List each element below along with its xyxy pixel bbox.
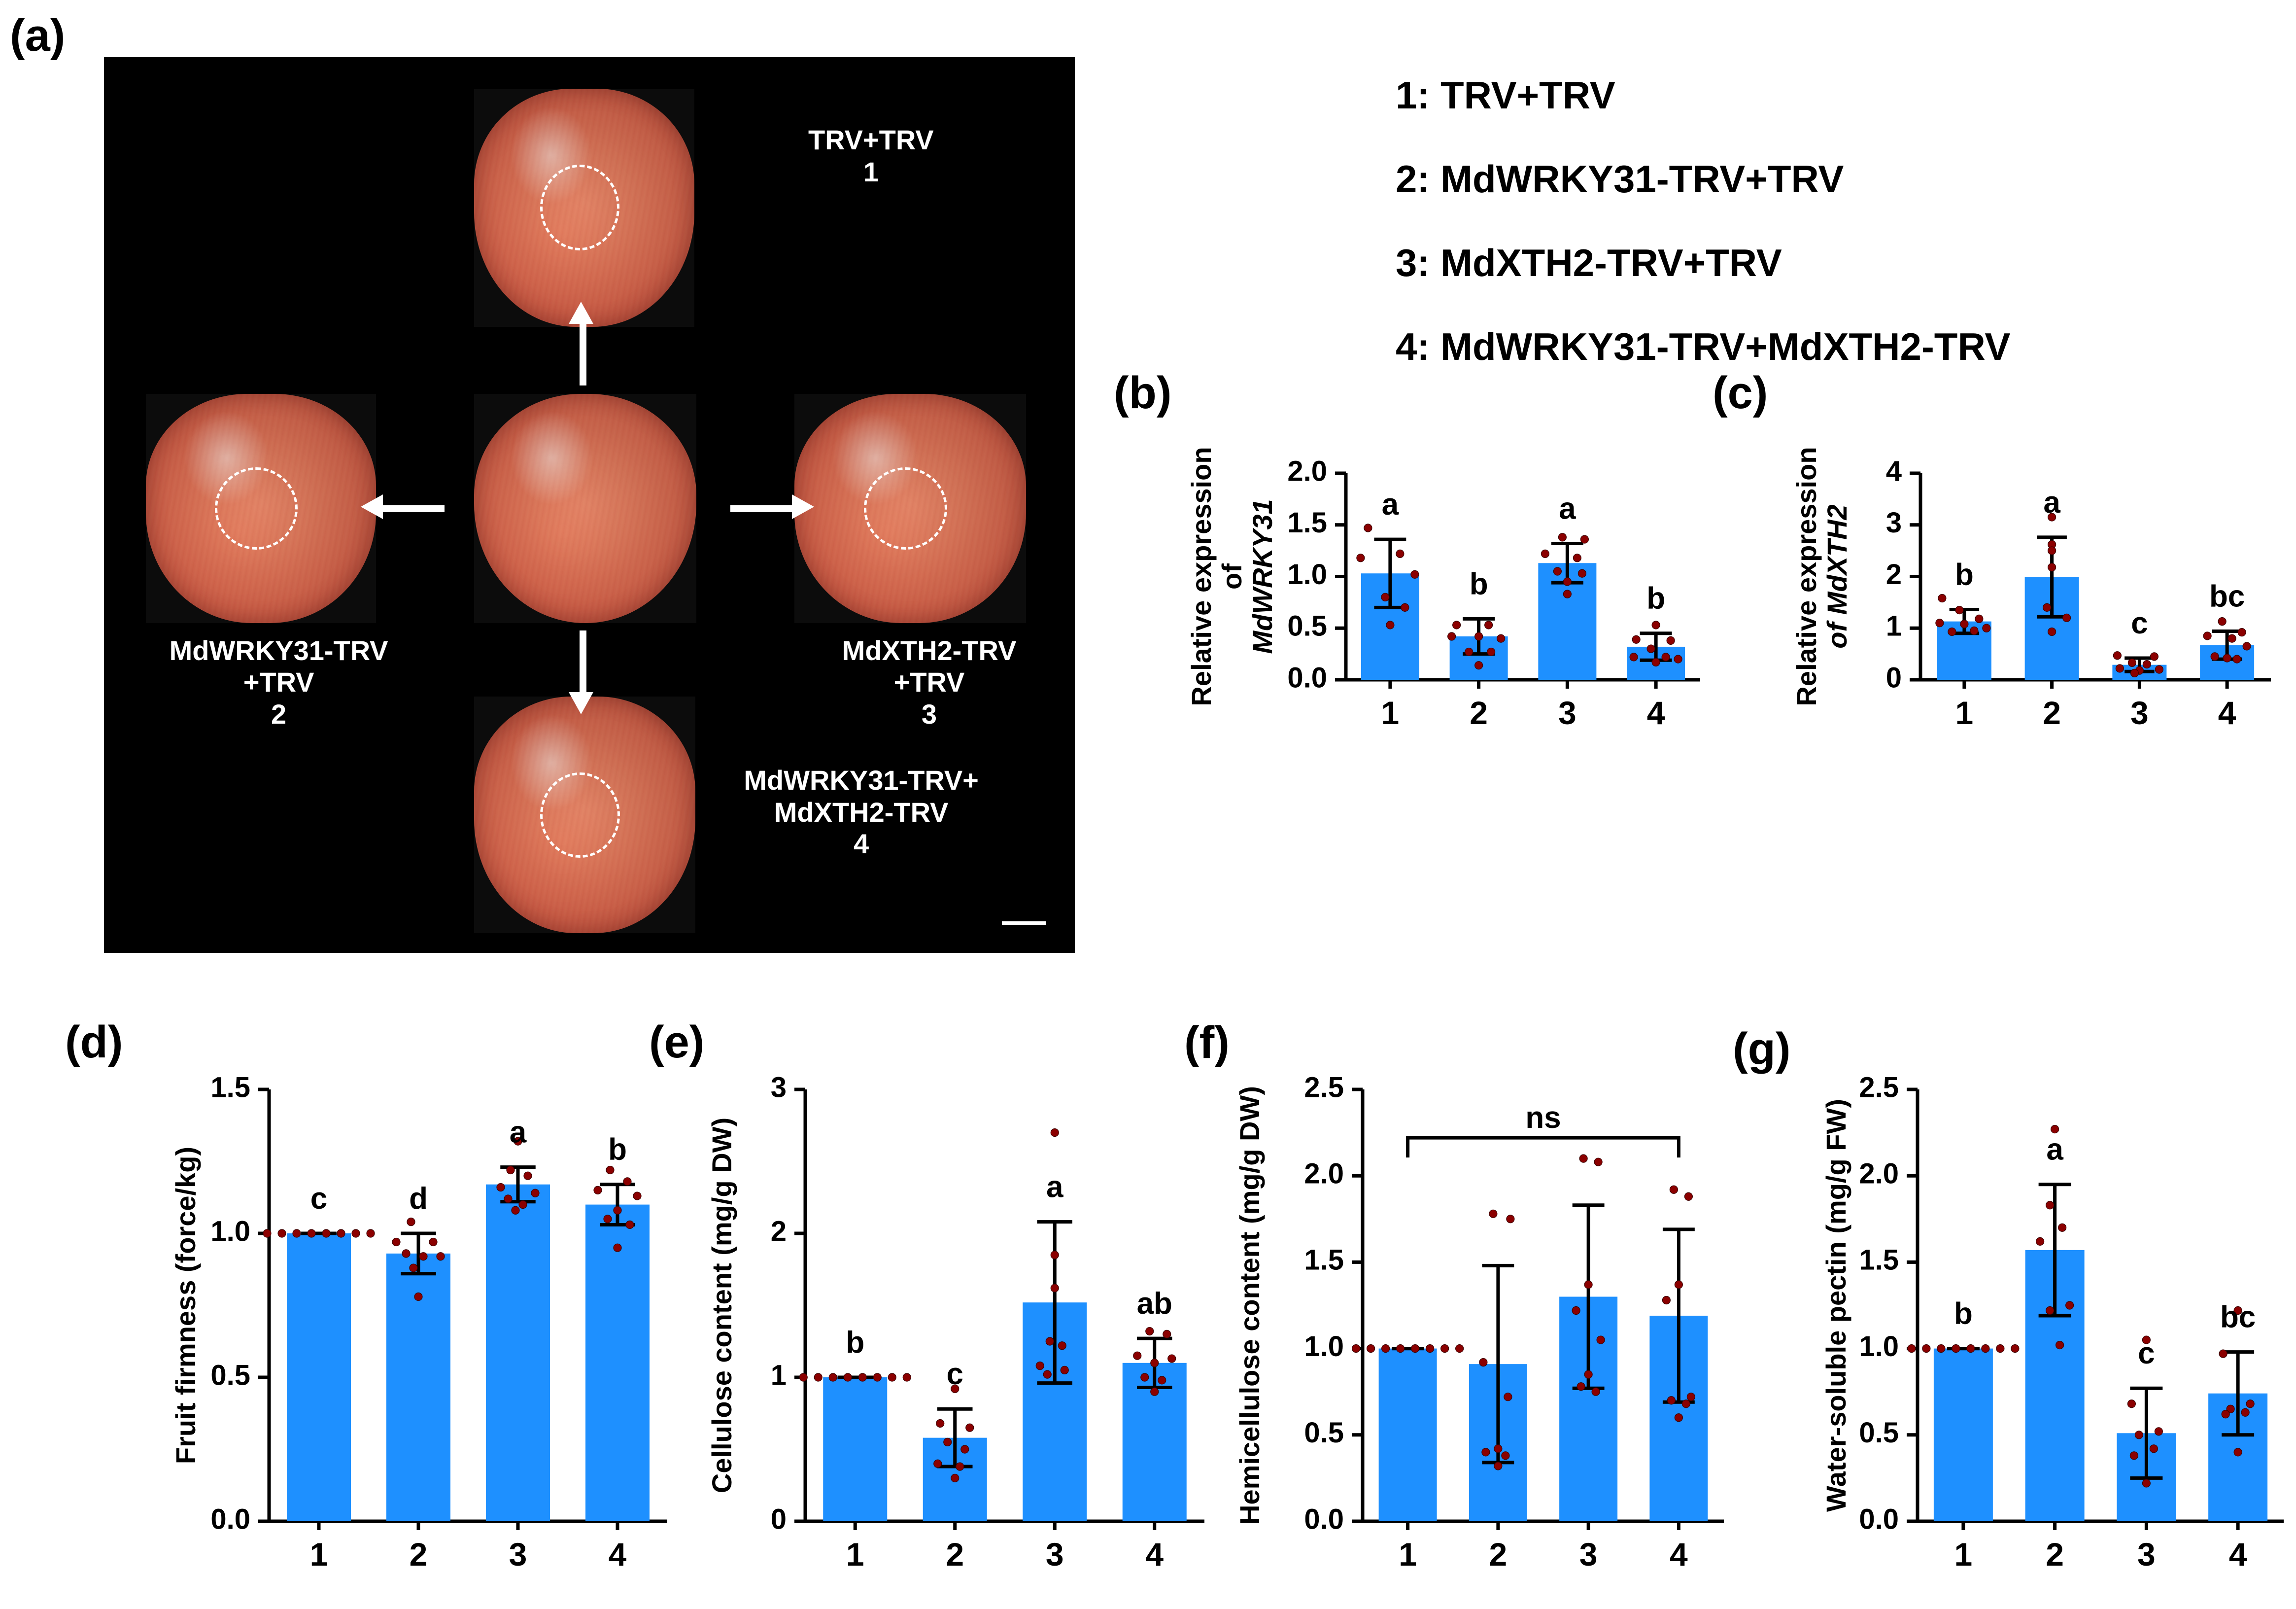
svg-text:a: a — [1382, 488, 1399, 522]
svg-text:2: 2 — [946, 1536, 964, 1573]
svg-text:4: 4 — [1647, 695, 1665, 731]
svg-text:a: a — [2043, 486, 2060, 520]
svg-text:4: 4 — [1670, 1536, 1688, 1573]
svg-text:3: 3 — [1579, 1536, 1598, 1573]
svg-text:2: 2 — [2043, 695, 2061, 731]
svg-text:1: 1 — [1399, 1536, 1417, 1573]
svg-text:c: c — [947, 1357, 963, 1391]
svg-text:3: 3 — [2130, 695, 2149, 731]
svg-text:a: a — [510, 1116, 527, 1150]
svg-text:3: 3 — [2137, 1536, 2156, 1573]
svg-text:c: c — [2131, 606, 2148, 640]
svg-text:2: 2 — [410, 1536, 428, 1573]
svg-text:b: b — [1470, 567, 1488, 601]
svg-text:1: 1 — [771, 1359, 787, 1391]
svg-text:of: of — [1216, 563, 1247, 590]
svg-text:2: 2 — [2046, 1536, 2064, 1573]
svg-text:1: 1 — [1954, 1536, 1973, 1573]
svg-text:0: 0 — [771, 1503, 787, 1535]
svg-text:1.0: 1.0 — [210, 1215, 250, 1247]
svg-text:Fruit firmness (force/kg): Fruit firmness (force/kg) — [170, 1147, 201, 1464]
svg-text:Hemicellulose content (mg/g DW: Hemicellulose content (mg/g DW) — [1234, 1086, 1265, 1525]
svg-text:1.5: 1.5 — [1859, 1244, 1899, 1276]
svg-text:bc: bc — [2220, 1300, 2256, 1334]
svg-text:MdWRKY31: MdWRKY31 — [1247, 499, 1278, 654]
svg-text:0.0: 0.0 — [1859, 1503, 1899, 1535]
svg-text:4: 4 — [2218, 695, 2236, 731]
svg-text:1: 1 — [1886, 610, 1902, 642]
svg-text:b: b — [1955, 558, 1974, 592]
svg-text:0.0: 0.0 — [1304, 1503, 1344, 1535]
svg-text:3: 3 — [771, 1071, 787, 1103]
svg-text:d: d — [409, 1182, 428, 1216]
svg-text:2: 2 — [1489, 1536, 1508, 1573]
svg-text:2: 2 — [1470, 695, 1488, 731]
svg-text:Water-soluble pectin (mg/g FW): Water-soluble pectin (mg/g FW) — [1820, 1099, 1851, 1512]
svg-text:3: 3 — [1558, 695, 1576, 731]
svg-text:2.0: 2.0 — [1859, 1158, 1899, 1190]
svg-text:1.5: 1.5 — [210, 1071, 250, 1103]
svg-text:1: 1 — [310, 1536, 328, 1573]
svg-text:4: 4 — [2229, 1536, 2247, 1573]
svg-text:0: 0 — [1886, 662, 1902, 694]
svg-text:2.0: 2.0 — [1287, 455, 1327, 487]
svg-text:a: a — [2046, 1133, 2063, 1167]
svg-text:1.0: 1.0 — [1304, 1330, 1344, 1363]
svg-text:a: a — [1559, 491, 1576, 525]
svg-text:0.5: 0.5 — [210, 1359, 250, 1391]
svg-text:1: 1 — [1955, 695, 1974, 731]
svg-text:2.0: 2.0 — [1304, 1158, 1344, 1190]
svg-text:4: 4 — [1145, 1536, 1164, 1573]
svg-text:b: b — [846, 1326, 864, 1360]
svg-text:0.0: 0.0 — [210, 1503, 250, 1535]
svg-text:4: 4 — [1886, 455, 1902, 487]
svg-text:c: c — [2138, 1336, 2155, 1370]
svg-text:3: 3 — [509, 1536, 527, 1573]
svg-text:0.5: 0.5 — [1304, 1417, 1344, 1449]
svg-text:0.5: 0.5 — [1287, 610, 1327, 642]
svg-text:3: 3 — [1046, 1536, 1064, 1573]
svg-text:0.0: 0.0 — [1287, 662, 1327, 694]
svg-text:1.0: 1.0 — [1287, 559, 1327, 591]
svg-text:2: 2 — [771, 1215, 787, 1247]
svg-text:1.5: 1.5 — [1287, 507, 1327, 539]
svg-text:2.5: 2.5 — [1304, 1071, 1344, 1103]
svg-text:b: b — [1954, 1297, 1973, 1331]
svg-text:Relative expression: Relative expression — [1791, 447, 1822, 706]
svg-text:b: b — [1646, 582, 1665, 616]
svg-text:1.5: 1.5 — [1304, 1244, 1344, 1276]
svg-text:2.5: 2.5 — [1859, 1071, 1899, 1103]
svg-text:c: c — [310, 1182, 327, 1216]
svg-text:3: 3 — [1886, 507, 1902, 539]
svg-text:bc: bc — [2209, 580, 2245, 614]
svg-text:ns: ns — [1525, 1101, 1561, 1135]
svg-text:a: a — [1046, 1170, 1063, 1204]
svg-text:ab: ab — [1137, 1287, 1172, 1321]
svg-text:1.0: 1.0 — [1859, 1330, 1899, 1363]
svg-text:of MdXTH2: of MdXTH2 — [1821, 504, 1852, 648]
svg-text:1: 1 — [846, 1536, 864, 1573]
svg-text:0.5: 0.5 — [1859, 1417, 1899, 1449]
svg-text:2: 2 — [1886, 559, 1902, 591]
svg-text:1: 1 — [1381, 695, 1400, 731]
svg-text:Cellulose content (mg/g DW): Cellulose content (mg/g DW) — [706, 1118, 737, 1493]
svg-text:Relative expression: Relative expression — [1186, 447, 1217, 706]
